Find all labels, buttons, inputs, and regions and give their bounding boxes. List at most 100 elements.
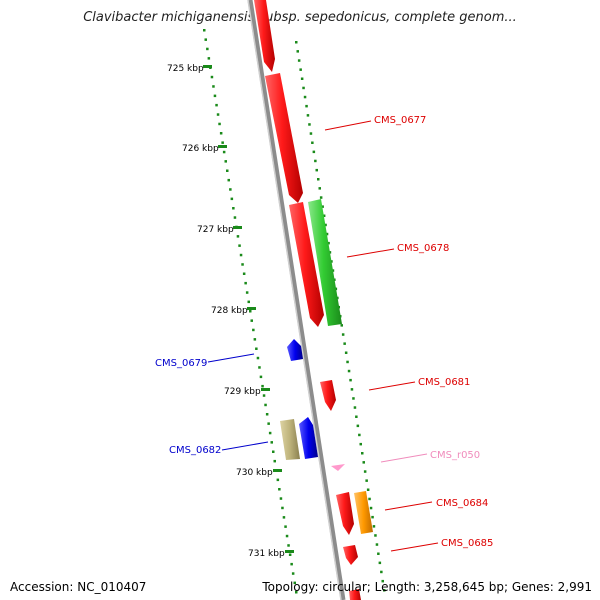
feature-cms-0684-orange <box>354 491 373 534</box>
outer-tick-dot <box>372 525 376 528</box>
inner-tick-dot <box>238 244 241 247</box>
inner-tick-dot <box>285 534 289 538</box>
genome-summary-text: Topology: circular; Length: 3,258,645 bp… <box>262 580 592 594</box>
inner-tick-dot <box>229 188 232 191</box>
gene-labels: CMS_0677 CMS_0678 CMS_0679 CMS_0681 CMS_… <box>155 115 493 549</box>
feature-cms-0681 <box>320 380 336 411</box>
inner-tick-dot <box>281 506 284 510</box>
label-leaders <box>207 120 439 552</box>
inner-tick-dot <box>222 150 226 154</box>
outer-tick-dot <box>375 543 379 546</box>
leader-cms-0679 <box>207 353 255 363</box>
feature-red-bottom <box>349 589 361 600</box>
outer-tick-dot <box>344 351 348 354</box>
inner-tick-dot <box>215 103 218 107</box>
inner-tick-dot <box>267 422 270 425</box>
inner-tick-dot <box>259 375 263 379</box>
tick-major-726 <box>218 145 227 148</box>
outer-tick-dot <box>365 479 368 482</box>
inner-tick-dot <box>206 47 209 51</box>
inner-tick-dot <box>252 328 255 332</box>
tick-major-727 <box>233 226 242 229</box>
inner-tick-dot <box>239 253 243 257</box>
inner-tick-dot <box>249 310 252 313</box>
inner-tick-dot <box>207 57 211 60</box>
inner-tick-dot <box>270 441 273 444</box>
inner-tick-dot <box>213 94 217 98</box>
inner-tick-dot <box>241 263 244 266</box>
outer-tick-dot <box>369 506 373 510</box>
gene-label-cms-0681[interactable]: CMS_0681 <box>418 377 470 388</box>
outer-tick-dot <box>358 433 361 437</box>
gene-label-cms-r050[interactable]: CMS_r050 <box>430 450 480 461</box>
accession-text: Accession: NC_010407 <box>10 580 147 594</box>
outer-tick-dot <box>312 150 316 154</box>
inner-tick-dot <box>268 431 272 435</box>
inner-tick-dot <box>247 300 250 304</box>
inner-tick-dot <box>278 488 281 491</box>
outer-tick-dot <box>327 241 330 245</box>
outer-tick-dot <box>368 497 371 501</box>
outer-tick-dot <box>318 187 321 190</box>
inner-tick-dot <box>255 347 258 350</box>
inner-tick-dot <box>236 235 240 238</box>
outer-tick-dot <box>349 378 352 382</box>
gene-label-cms-0682[interactable]: CMS_0682 <box>169 445 221 456</box>
gene-label-cms-0684[interactable]: CMS_0684 <box>436 498 488 509</box>
tick-label-730: 730 kbp <box>236 468 273 478</box>
outer-tick-dot <box>300 77 304 80</box>
gene-label-cms-0678[interactable]: CMS_0678 <box>397 243 449 254</box>
inner-tick-dot <box>203 29 206 32</box>
inner-tick-dot <box>293 581 296 585</box>
leader-cms-0681 <box>368 381 416 391</box>
outer-tick-dot <box>324 223 327 227</box>
leader-cms-0678 <box>346 248 395 258</box>
inner-tick-dot <box>216 113 220 116</box>
inner-tick-dot <box>242 272 246 275</box>
outer-tick-dot <box>319 196 323 199</box>
feature-red-top <box>254 0 275 72</box>
outer-tick-dot <box>297 59 301 62</box>
backbone-line <box>247 0 346 600</box>
outer-tick-dot <box>306 114 310 117</box>
outer-tick-dot <box>315 168 318 172</box>
feature-cms-0677 <box>265 73 303 203</box>
tick-labels: 725 kbp 726 kbp 727 kbp 728 kbp 729 kbp … <box>167 64 294 559</box>
outer-tick-dot <box>309 132 313 135</box>
feature-cms-0678-red <box>289 202 324 327</box>
outer-tick-dot <box>340 324 343 327</box>
inner-tick-dot <box>290 562 293 566</box>
outer-tick-dot <box>296 50 299 53</box>
outer-tick-dot <box>341 333 345 336</box>
inner-tick-dot <box>262 394 266 397</box>
gene-label-cms-0677[interactable]: CMS_0677 <box>374 115 426 126</box>
feature-cms-0682-khaki <box>280 419 300 460</box>
gene-label-cms-0679[interactable]: CMS_0679 <box>155 358 207 369</box>
tick-label-728: 728 kbp <box>211 306 248 316</box>
inner-tick-dot <box>258 366 261 369</box>
inner-tick-dot <box>291 572 295 575</box>
tick-label-726: 726 kbp <box>182 144 219 154</box>
inner-tick-dot <box>212 85 215 88</box>
leader-cms-0684 <box>384 501 433 511</box>
outer-tick-dot <box>317 178 320 181</box>
outer-tick-dot <box>322 214 326 217</box>
inner-tick-dot <box>276 478 280 482</box>
inner-tick-dot <box>232 207 235 210</box>
outer-tick-dot <box>356 424 360 428</box>
outer-tick-dot <box>355 415 358 418</box>
inner-tick-dot <box>253 338 257 341</box>
inner-tick-dot <box>282 516 286 519</box>
inner-tick-dot <box>219 132 223 135</box>
tick-major-731 <box>285 550 294 553</box>
outer-tick-dot <box>377 552 380 555</box>
tick-major-728 <box>247 307 256 310</box>
outer-tick-dot <box>302 86 305 90</box>
inner-tick-dot <box>264 403 267 407</box>
inner-tick-dot <box>256 356 260 360</box>
feature-cms-r050 <box>331 464 345 471</box>
feature-cms-0682-blue <box>299 417 318 459</box>
outer-tick-dot <box>380 570 383 574</box>
feature-cms-0685 <box>343 545 358 565</box>
gene-label-cms-0685[interactable]: CMS_0685 <box>441 538 493 549</box>
